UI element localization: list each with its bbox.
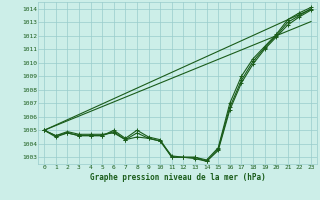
X-axis label: Graphe pression niveau de la mer (hPa): Graphe pression niveau de la mer (hPa) bbox=[90, 173, 266, 182]
